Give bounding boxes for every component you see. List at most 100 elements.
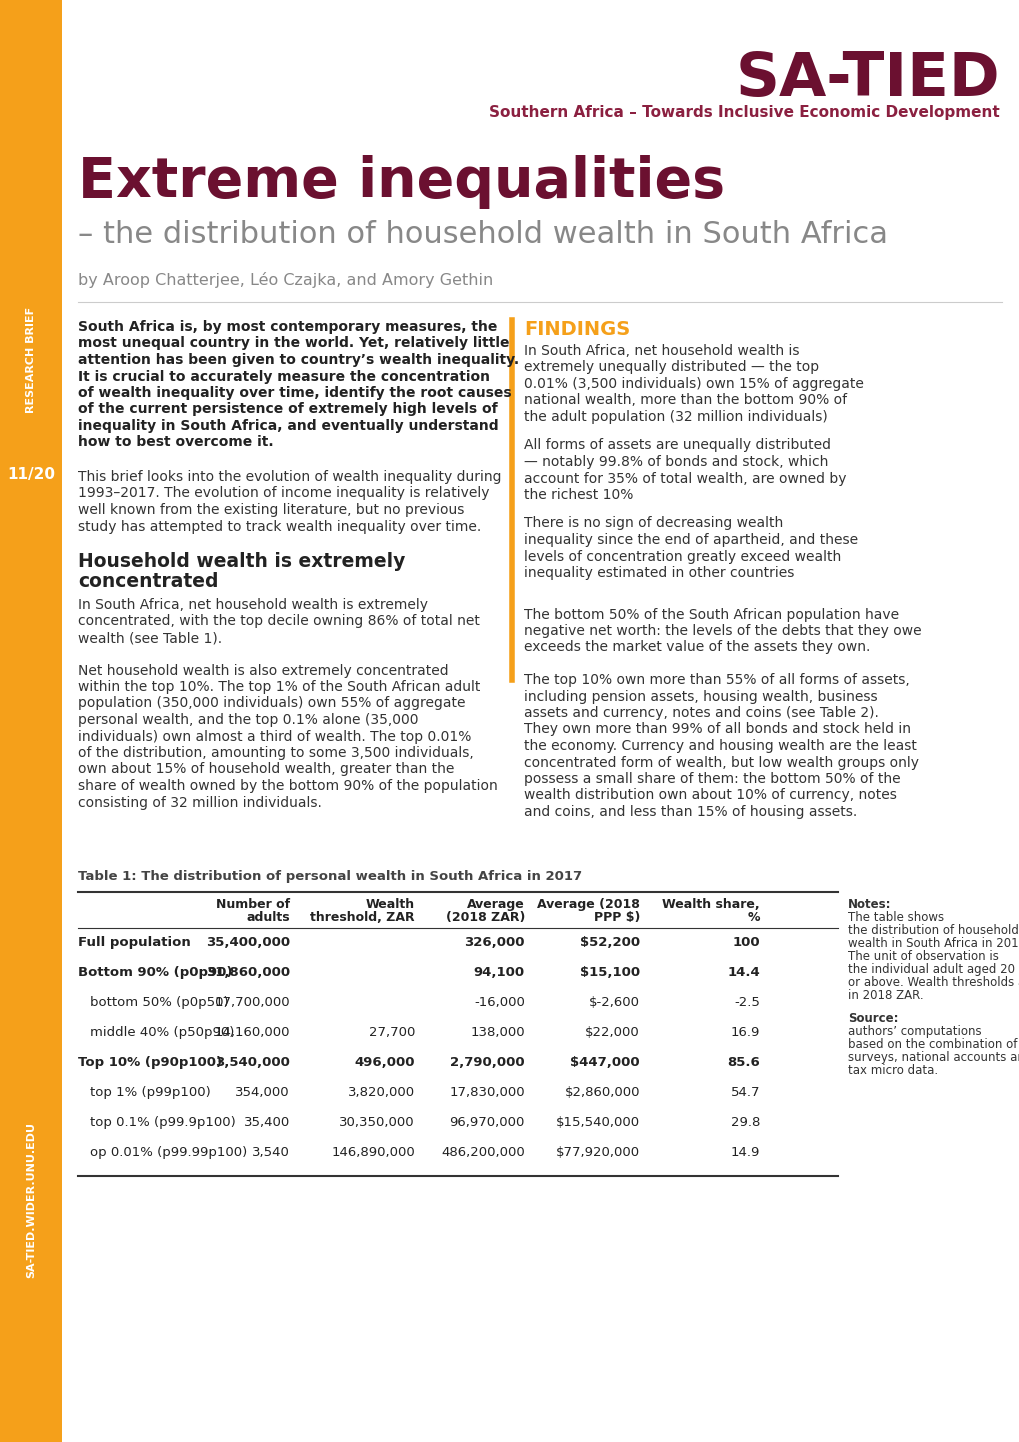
Text: individuals) own almost a third of wealth. The top 0.01%: individuals) own almost a third of wealt… bbox=[77, 730, 471, 744]
Text: The top 10% own more than 55% of all forms of assets,: The top 10% own more than 55% of all for… bbox=[524, 673, 909, 686]
Text: $22,000: $22,000 bbox=[585, 1027, 639, 1040]
Text: 16.9: 16.9 bbox=[730, 1027, 759, 1040]
Text: including pension assets, housing wealth, business: including pension assets, housing wealth… bbox=[524, 689, 876, 704]
Text: The bottom 50% of the South African population have: The bottom 50% of the South African popu… bbox=[524, 607, 898, 622]
Text: the economy. Currency and housing wealth are the least: the economy. Currency and housing wealth… bbox=[524, 738, 916, 753]
Text: In South Africa, net household wealth is extremely: In South Africa, net household wealth is… bbox=[77, 598, 428, 611]
Text: well known from the existing literature, but no previous: well known from the existing literature,… bbox=[77, 503, 464, 518]
Text: 138,000: 138,000 bbox=[470, 1027, 525, 1040]
Text: 27,700: 27,700 bbox=[368, 1027, 415, 1040]
Text: Wealth share,: Wealth share, bbox=[661, 898, 759, 911]
Text: (2018 ZAR): (2018 ZAR) bbox=[445, 911, 525, 924]
Text: negative net worth: the levels of the debts that they owe: negative net worth: the levels of the de… bbox=[524, 624, 921, 637]
Text: share of wealth owned by the bottom 90% of the population: share of wealth owned by the bottom 90% … bbox=[77, 779, 497, 793]
Text: concentrated form of wealth, but low wealth groups only: concentrated form of wealth, but low wea… bbox=[524, 756, 918, 770]
Text: based on the combination of: based on the combination of bbox=[847, 1038, 1016, 1051]
Text: – the distribution of household wealth in South Africa: – the distribution of household wealth i… bbox=[77, 221, 888, 249]
Text: top 1% (p99p100): top 1% (p99p100) bbox=[90, 1086, 211, 1099]
Text: within the top 10%. The top 1% of the South African adult: within the top 10%. The top 1% of the So… bbox=[77, 681, 480, 694]
Text: 14,160,000: 14,160,000 bbox=[214, 1027, 289, 1040]
Text: Net household wealth is also extremely concentrated: Net household wealth is also extremely c… bbox=[77, 663, 448, 678]
Text: study has attempted to track wealth inequality over time.: study has attempted to track wealth ineq… bbox=[77, 519, 481, 534]
Text: The table shows: The table shows bbox=[847, 911, 944, 924]
Text: and coins, and less than 15% of housing assets.: and coins, and less than 15% of housing … bbox=[524, 805, 856, 819]
Text: Extreme inequalities: Extreme inequalities bbox=[77, 154, 725, 209]
Text: the individual adult aged 20: the individual adult aged 20 bbox=[847, 963, 1014, 976]
Text: consisting of 32 million individuals.: consisting of 32 million individuals. bbox=[77, 796, 322, 809]
Text: Source:: Source: bbox=[847, 1012, 898, 1025]
Text: most unequal country in the world. Yet, relatively little: most unequal country in the world. Yet, … bbox=[77, 336, 510, 350]
Text: top 0.1% (p99.9p100): top 0.1% (p99.9p100) bbox=[90, 1116, 235, 1129]
Text: 30,350,000: 30,350,000 bbox=[339, 1116, 415, 1129]
Text: wealth distribution own about 10% of currency, notes: wealth distribution own about 10% of cur… bbox=[524, 789, 896, 803]
Text: attention has been given to country’s wealth inequality.: attention has been given to country’s we… bbox=[77, 353, 519, 368]
Text: $2,860,000: $2,860,000 bbox=[564, 1086, 639, 1099]
Text: Wealth: Wealth bbox=[366, 898, 415, 911]
Text: wealth in South Africa in 2017.: wealth in South Africa in 2017. bbox=[847, 937, 1019, 950]
Text: Household wealth is extremely: Household wealth is extremely bbox=[77, 552, 405, 571]
Text: Average: Average bbox=[467, 898, 525, 911]
Text: Top 10% (p90p100): Top 10% (p90p100) bbox=[77, 1056, 222, 1069]
Text: wealth (see Table 1).: wealth (see Table 1). bbox=[77, 632, 222, 645]
Text: RESEARCH BRIEF: RESEARCH BRIEF bbox=[25, 307, 36, 412]
Text: 326,000: 326,000 bbox=[464, 936, 525, 949]
Text: Notes:: Notes: bbox=[847, 898, 891, 911]
Text: 35,400: 35,400 bbox=[244, 1116, 289, 1129]
Text: $15,100: $15,100 bbox=[580, 966, 639, 979]
Text: 496,000: 496,000 bbox=[355, 1056, 415, 1069]
Text: op 0.01% (p99.99p100): op 0.01% (p99.99p100) bbox=[90, 1146, 247, 1159]
Text: 3,540,000: 3,540,000 bbox=[215, 1056, 289, 1069]
Text: assets and currency, notes and coins (see Table 2).: assets and currency, notes and coins (se… bbox=[524, 707, 878, 720]
Text: 0.01% (3,500 individuals) own 15% of aggregate: 0.01% (3,500 individuals) own 15% of agg… bbox=[524, 376, 863, 391]
Text: population (350,000 individuals) own 55% of aggregate: population (350,000 individuals) own 55%… bbox=[77, 696, 465, 711]
Text: how to best overcome it.: how to best overcome it. bbox=[77, 435, 273, 450]
Text: 11/20: 11/20 bbox=[7, 467, 55, 483]
Text: 486,200,000: 486,200,000 bbox=[441, 1146, 525, 1159]
Text: possess a small share of them: the bottom 50% of the: possess a small share of them: the botto… bbox=[524, 771, 900, 786]
Text: %: % bbox=[747, 911, 759, 924]
Text: extremely unequally distributed — the top: extremely unequally distributed — the to… bbox=[524, 360, 818, 375]
Text: $52,200: $52,200 bbox=[580, 936, 639, 949]
Bar bbox=[0, 0, 62, 1442]
Text: PPP $): PPP $) bbox=[593, 911, 639, 924]
Text: exceeds the market value of the assets they own.: exceeds the market value of the assets t… bbox=[524, 640, 869, 655]
Text: of wealth inequality over time, identify the root causes: of wealth inequality over time, identify… bbox=[77, 386, 512, 399]
Text: Full population: Full population bbox=[77, 936, 191, 949]
Text: adults: adults bbox=[247, 911, 289, 924]
Text: concentrated: concentrated bbox=[77, 572, 218, 591]
Text: personal wealth, and the top 0.1% alone (35,000: personal wealth, and the top 0.1% alone … bbox=[77, 712, 418, 727]
Text: They own more than 99% of all bonds and stock held in: They own more than 99% of all bonds and … bbox=[524, 722, 910, 737]
Text: The unit of observation is: The unit of observation is bbox=[847, 950, 998, 963]
Text: In South Africa, net household wealth is: In South Africa, net household wealth is bbox=[524, 345, 799, 358]
Text: 29.8: 29.8 bbox=[730, 1116, 759, 1129]
Text: surveys, national accounts and: surveys, national accounts and bbox=[847, 1051, 1019, 1064]
Text: by Aroop Chatterjee, Léo Czajka, and Amory Gethin: by Aroop Chatterjee, Léo Czajka, and Amo… bbox=[77, 273, 493, 288]
Text: in 2018 ZAR.: in 2018 ZAR. bbox=[847, 989, 923, 1002]
Text: 96,970,000: 96,970,000 bbox=[449, 1116, 525, 1129]
Text: 35,400,000: 35,400,000 bbox=[206, 936, 289, 949]
Text: bottom 50% (p0p50): bottom 50% (p0p50) bbox=[90, 996, 228, 1009]
Text: of the current persistence of extremely high levels of: of the current persistence of extremely … bbox=[77, 402, 497, 417]
Text: $-2,600: $-2,600 bbox=[588, 996, 639, 1009]
Text: 3,540: 3,540 bbox=[252, 1146, 289, 1159]
Text: 100: 100 bbox=[732, 936, 759, 949]
Text: of the distribution, amounting to some 3,500 individuals,: of the distribution, amounting to some 3… bbox=[77, 746, 473, 760]
Text: 17,830,000: 17,830,000 bbox=[449, 1086, 525, 1099]
Text: -16,000: -16,000 bbox=[474, 996, 525, 1009]
Text: Average (2018: Average (2018 bbox=[537, 898, 639, 911]
Text: 3,820,000: 3,820,000 bbox=[347, 1086, 415, 1099]
Text: tax micro data.: tax micro data. bbox=[847, 1064, 937, 1077]
Text: concentrated, with the top decile owning 86% of total net: concentrated, with the top decile owning… bbox=[77, 614, 479, 629]
Text: SA-TIED.WIDER.UNU.EDU: SA-TIED.WIDER.UNU.EDU bbox=[25, 1122, 36, 1278]
Text: $15,540,000: $15,540,000 bbox=[555, 1116, 639, 1129]
Text: threshold, ZAR: threshold, ZAR bbox=[310, 911, 415, 924]
Text: inequality since the end of apartheid, and these: inequality since the end of apartheid, a… bbox=[524, 534, 857, 547]
Text: -2.5: -2.5 bbox=[734, 996, 759, 1009]
Text: the richest 10%: the richest 10% bbox=[524, 487, 633, 502]
Text: levels of concentration greatly exceed wealth: levels of concentration greatly exceed w… bbox=[524, 549, 841, 564]
Text: own about 15% of household wealth, greater than the: own about 15% of household wealth, great… bbox=[77, 763, 453, 776]
Text: national wealth, more than the bottom 90% of: national wealth, more than the bottom 90… bbox=[524, 394, 847, 408]
Text: $77,920,000: $77,920,000 bbox=[555, 1146, 639, 1159]
Text: 1993–2017. The evolution of income inequality is relatively: 1993–2017. The evolution of income inequ… bbox=[77, 486, 489, 500]
Text: There is no sign of decreasing wealth: There is no sign of decreasing wealth bbox=[524, 516, 783, 531]
